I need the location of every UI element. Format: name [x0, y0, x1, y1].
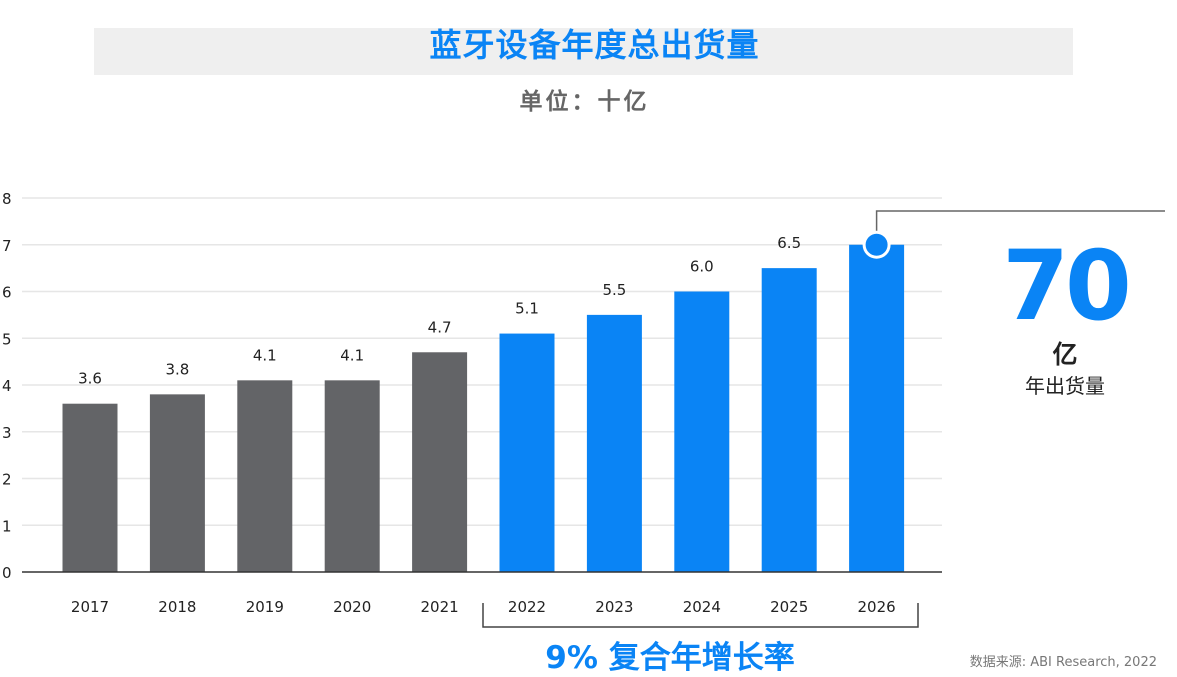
title-banner	[94, 28, 1073, 75]
data-label: 4.1	[340, 346, 364, 364]
y-tick-label: 5	[2, 330, 12, 348]
callout-value: 70	[1002, 230, 1132, 342]
data-label: 4.1	[253, 346, 277, 364]
data-label: 3.8	[165, 360, 189, 378]
x-tick-label: 2024	[683, 598, 721, 616]
x-tick-label: 2018	[158, 598, 196, 616]
data-label: 6.5	[777, 234, 801, 252]
callout-label: 年出货量	[1025, 374, 1105, 398]
bar-2022	[499, 333, 555, 572]
bar-2025	[761, 268, 817, 572]
data-label: 3.6	[78, 370, 102, 388]
x-tick-label: 2026	[858, 598, 896, 616]
bar-2021	[412, 352, 468, 572]
y-tick-label: 4	[2, 377, 12, 395]
data-label: 5.1	[515, 300, 539, 318]
source-note: 数据来源: ABI Research, 2022	[969, 655, 1157, 670]
callout-unit: 亿	[1052, 340, 1078, 369]
chart-title: 蓝牙设备年度总出货量	[429, 26, 760, 64]
bar-2024	[674, 291, 730, 572]
bar-2026	[849, 244, 905, 572]
chart-subtitle: 单位：十亿	[519, 89, 650, 115]
y-tick-label: 1	[2, 517, 12, 535]
bar-2023	[586, 314, 642, 572]
x-tick-label: 2022	[508, 598, 546, 616]
x-tick-label: 2019	[246, 598, 284, 616]
callout-marker	[865, 233, 888, 256]
x-tick-label: 2023	[595, 598, 633, 616]
bar-2017	[62, 403, 118, 572]
bar-2019	[237, 380, 293, 572]
y-tick-label: 6	[2, 284, 12, 302]
x-tick-label: 2017	[71, 598, 109, 616]
y-tick-label: 2	[2, 471, 12, 489]
y-tick-label: 7	[2, 237, 12, 255]
data-label: 4.7	[428, 318, 452, 336]
x-tick-label: 2021	[421, 598, 459, 616]
data-label: 6.0	[690, 258, 714, 276]
y-tick-label: 0	[2, 564, 12, 582]
data-label: 5.5	[602, 281, 626, 299]
cagr-bracket	[482, 603, 919, 628]
bar-2018	[149, 394, 205, 572]
bar-2020	[324, 380, 380, 572]
x-tick-label: 2025	[770, 598, 808, 616]
y-tick-label: 8	[2, 190, 12, 208]
x-tick-label: 2020	[333, 598, 371, 616]
y-tick-label: 3	[2, 424, 12, 442]
cagr-label: 9% 复合年增长率	[545, 640, 795, 676]
